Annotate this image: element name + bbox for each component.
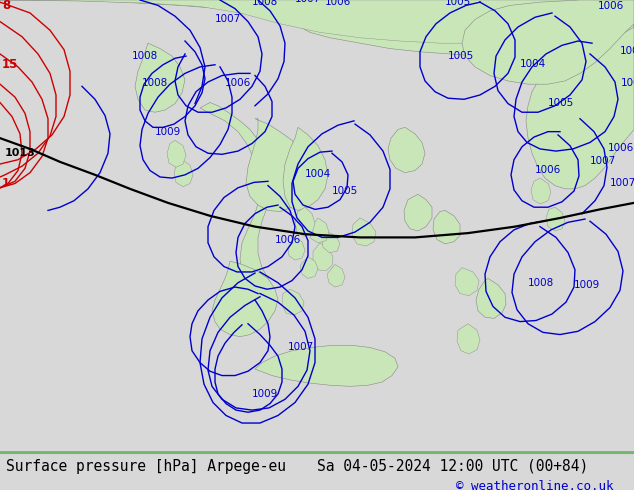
Text: © weatheronline.co.uk: © weatheronline.co.uk bbox=[456, 480, 614, 490]
Polygon shape bbox=[457, 324, 480, 354]
Text: 1009: 1009 bbox=[155, 127, 181, 137]
Text: 1007: 1007 bbox=[610, 177, 634, 188]
Text: 1005: 1005 bbox=[448, 51, 474, 61]
Polygon shape bbox=[433, 210, 460, 244]
Text: 1006: 1006 bbox=[535, 165, 561, 174]
Text: 8: 8 bbox=[2, 0, 10, 12]
Polygon shape bbox=[212, 261, 278, 337]
Text: 1006: 1006 bbox=[598, 0, 624, 11]
Polygon shape bbox=[313, 243, 333, 271]
Text: 1005: 1005 bbox=[548, 98, 574, 108]
Text: 15: 15 bbox=[2, 58, 18, 71]
Text: 1008: 1008 bbox=[528, 278, 554, 288]
Polygon shape bbox=[531, 178, 551, 204]
Polygon shape bbox=[283, 127, 328, 210]
Polygon shape bbox=[0, 0, 634, 56]
Polygon shape bbox=[200, 102, 272, 299]
Polygon shape bbox=[309, 218, 329, 243]
Polygon shape bbox=[322, 232, 340, 252]
Polygon shape bbox=[388, 127, 425, 172]
Polygon shape bbox=[0, 0, 634, 43]
Text: 1008: 1008 bbox=[142, 78, 168, 88]
Text: 1004: 1004 bbox=[621, 78, 634, 88]
Text: 1007: 1007 bbox=[288, 342, 314, 352]
Text: 1007: 1007 bbox=[295, 0, 321, 4]
Text: 1006: 1006 bbox=[608, 143, 634, 153]
Text: 1006: 1006 bbox=[325, 0, 351, 7]
Text: 1006: 1006 bbox=[225, 78, 251, 88]
Text: 1007: 1007 bbox=[590, 156, 616, 166]
Text: 1005: 1005 bbox=[445, 0, 471, 7]
Text: 1008: 1008 bbox=[252, 0, 278, 7]
Text: 1005: 1005 bbox=[620, 46, 634, 56]
Text: 1004: 1004 bbox=[520, 59, 547, 69]
Polygon shape bbox=[288, 238, 305, 260]
Text: Sa 04-05-2024 12:00 UTC (00+84): Sa 04-05-2024 12:00 UTC (00+84) bbox=[317, 459, 588, 474]
Polygon shape bbox=[246, 119, 310, 212]
Text: Surface pressure [hPa] Arpege-eu: Surface pressure [hPa] Arpege-eu bbox=[6, 459, 287, 474]
Polygon shape bbox=[282, 289, 304, 315]
Text: 1009: 1009 bbox=[574, 280, 600, 290]
Polygon shape bbox=[455, 268, 479, 295]
Polygon shape bbox=[135, 43, 185, 112]
Polygon shape bbox=[526, 0, 634, 189]
Text: 1: 1 bbox=[2, 178, 10, 189]
Polygon shape bbox=[546, 207, 565, 231]
Polygon shape bbox=[462, 0, 634, 84]
Text: 1009: 1009 bbox=[252, 389, 278, 399]
Polygon shape bbox=[167, 140, 186, 167]
Text: 1006: 1006 bbox=[275, 235, 301, 245]
Polygon shape bbox=[352, 218, 376, 246]
Polygon shape bbox=[255, 345, 398, 386]
Polygon shape bbox=[404, 194, 432, 231]
Text: 1007: 1007 bbox=[215, 14, 242, 24]
Text: 1008: 1008 bbox=[132, 51, 158, 61]
Polygon shape bbox=[327, 265, 345, 287]
Polygon shape bbox=[174, 160, 193, 187]
Text: 1004: 1004 bbox=[305, 169, 331, 179]
Text: 1005: 1005 bbox=[332, 186, 358, 196]
Text: 1013: 1013 bbox=[5, 148, 36, 158]
Polygon shape bbox=[295, 207, 315, 236]
Polygon shape bbox=[300, 257, 318, 278]
Polygon shape bbox=[476, 278, 506, 318]
